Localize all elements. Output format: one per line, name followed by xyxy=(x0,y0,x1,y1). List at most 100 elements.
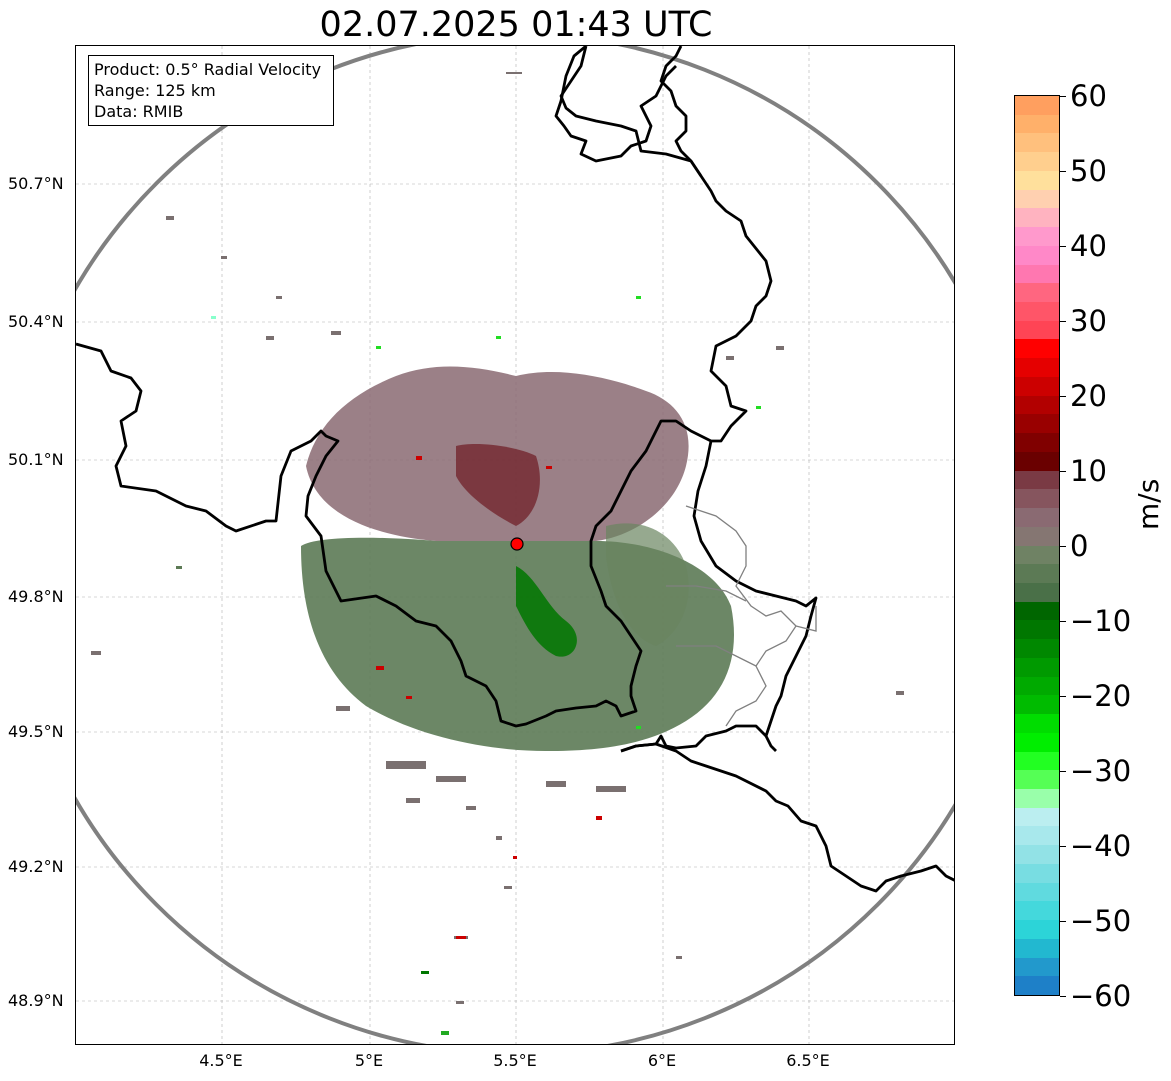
colorbar-segment xyxy=(1015,302,1059,322)
velocity-colorbar xyxy=(1014,95,1060,996)
colorbar-segment xyxy=(1015,657,1059,678)
colorbar-segment xyxy=(1015,676,1059,696)
lon-label-4.5: 4.5°E xyxy=(199,1051,243,1070)
colorbar-segment xyxy=(1015,170,1059,191)
colorbar-segment xyxy=(1015,264,1059,284)
info-range: Range: 125 km xyxy=(94,81,216,100)
colorbar-segment xyxy=(1015,208,1059,228)
colorbar-tick xyxy=(1060,471,1066,472)
colorbar-tick-label: 60 xyxy=(1070,79,1107,113)
lat-label-50.1: 50.1°N xyxy=(8,450,64,469)
colorbar-tick-label: 0 xyxy=(1070,529,1089,563)
colorbar-unit-label: m/s xyxy=(1132,478,1165,530)
colorbar-segment xyxy=(1015,189,1059,209)
colorbar-segment xyxy=(1015,320,1059,341)
lat-label-49.2: 49.2°N xyxy=(8,857,64,876)
product-info-box: Product: 0.5° Radial Velocity Range: 125… xyxy=(88,55,334,126)
colorbar-segment xyxy=(1015,807,1059,828)
colorbar-segment xyxy=(1015,770,1059,790)
map-title: 02.07.2025 01:43 UTC xyxy=(319,5,713,45)
colorbar-tick-label: −60 xyxy=(1070,979,1132,1013)
info-product: Product: 0.5° Radial Velocity xyxy=(94,60,322,79)
colorbar-segment xyxy=(1015,545,1059,565)
colorbar-segment xyxy=(1015,414,1059,434)
colorbar-segment xyxy=(1015,114,1059,135)
colorbar-tick-label: 50 xyxy=(1070,154,1107,188)
colorbar-segment xyxy=(1015,845,1059,865)
approaching-echo-east xyxy=(606,523,689,646)
colorbar-tick-label: −10 xyxy=(1070,604,1132,638)
colorbar-segment xyxy=(1015,601,1059,622)
colorbar-tick xyxy=(1060,321,1066,322)
velocity-echoes xyxy=(91,72,904,1035)
colorbar-segment xyxy=(1015,245,1059,266)
colorbar-segment xyxy=(1015,938,1059,959)
echo-green-speckles xyxy=(211,296,761,729)
colorbar-tick-label: 40 xyxy=(1070,229,1107,263)
colorbar-tick xyxy=(1060,171,1066,172)
colorbar-segment xyxy=(1015,732,1059,753)
colorbar-tick xyxy=(1060,921,1066,922)
colorbar-tick xyxy=(1060,246,1066,247)
colorbar-segment xyxy=(1015,227,1059,247)
colorbar-segment xyxy=(1015,152,1059,172)
colorbar-tick-label: −50 xyxy=(1070,904,1132,938)
map-frame xyxy=(75,45,955,1045)
colorbar-tick-label: −30 xyxy=(1070,754,1132,788)
info-data-source: Data: RMIB xyxy=(94,102,184,121)
lon-label-5: 5°E xyxy=(354,1051,384,1070)
colorbar-segment xyxy=(1015,920,1059,940)
colorbar-segment xyxy=(1015,395,1059,415)
colorbar-segment xyxy=(1015,788,1059,809)
colorbar-segment xyxy=(1015,639,1059,659)
colorbar-segment xyxy=(1015,695,1059,715)
colorbar-segment xyxy=(1015,433,1059,453)
colorbar-segment xyxy=(1015,489,1059,509)
colorbar-tick xyxy=(1060,696,1066,697)
colorbar-segment xyxy=(1015,526,1059,547)
colorbar-tick-label: 10 xyxy=(1070,454,1107,488)
lat-label-50.4: 50.4°N xyxy=(8,312,64,331)
colorbar-segment xyxy=(1015,826,1059,846)
lon-label-6: 6°E xyxy=(647,1051,677,1070)
colorbar-segment xyxy=(1015,96,1059,116)
colorbar-tick-label: −40 xyxy=(1070,829,1132,863)
lat-label-49.5: 49.5°N xyxy=(8,722,64,741)
colorbar-segment xyxy=(1015,358,1059,378)
colorbar-tick xyxy=(1060,621,1066,622)
echo-red-speckles xyxy=(376,456,602,939)
radar-site-marker xyxy=(510,537,524,551)
colorbar-tick xyxy=(1060,96,1066,97)
colorbar-segment xyxy=(1015,470,1059,490)
lat-label-48.9: 48.9°N xyxy=(8,991,64,1010)
lon-label-6.5: 6.5°E xyxy=(786,1051,830,1070)
region-borders xyxy=(666,505,817,727)
colorbar-segment xyxy=(1015,133,1059,153)
colorbar-segment xyxy=(1015,582,1059,603)
colorbar-tick xyxy=(1060,771,1066,772)
colorbar-segment xyxy=(1015,620,1059,640)
colorbar-segment xyxy=(1015,751,1059,771)
colorbar-segment xyxy=(1015,882,1059,902)
colorbar-segment xyxy=(1015,976,1059,995)
colorbar-tick-label: 20 xyxy=(1070,379,1107,413)
lat-label-50.7: 50.7°N xyxy=(8,174,64,193)
colorbar-segment xyxy=(1015,957,1059,977)
colorbar-segment xyxy=(1015,714,1059,734)
colorbar-segment xyxy=(1015,564,1059,584)
colorbar-tick xyxy=(1060,846,1066,847)
colorbar-tick xyxy=(1060,396,1066,397)
receding-echo-core xyxy=(456,444,540,526)
colorbar-segment xyxy=(1015,901,1059,921)
approaching-echo-strong xyxy=(516,566,577,657)
country-borders xyxy=(76,46,954,893)
radar-map xyxy=(76,46,954,1044)
colorbar-segment xyxy=(1015,283,1059,303)
colorbar-segment xyxy=(1015,508,1059,528)
colorbar-tick xyxy=(1060,996,1066,997)
colorbar-tick-label: 30 xyxy=(1070,304,1107,338)
colorbar-tick-label: −20 xyxy=(1070,679,1132,713)
colorbar-segment xyxy=(1015,451,1059,472)
colorbar-segment xyxy=(1015,376,1059,397)
lat-label-49.8: 49.8°N xyxy=(8,587,64,606)
